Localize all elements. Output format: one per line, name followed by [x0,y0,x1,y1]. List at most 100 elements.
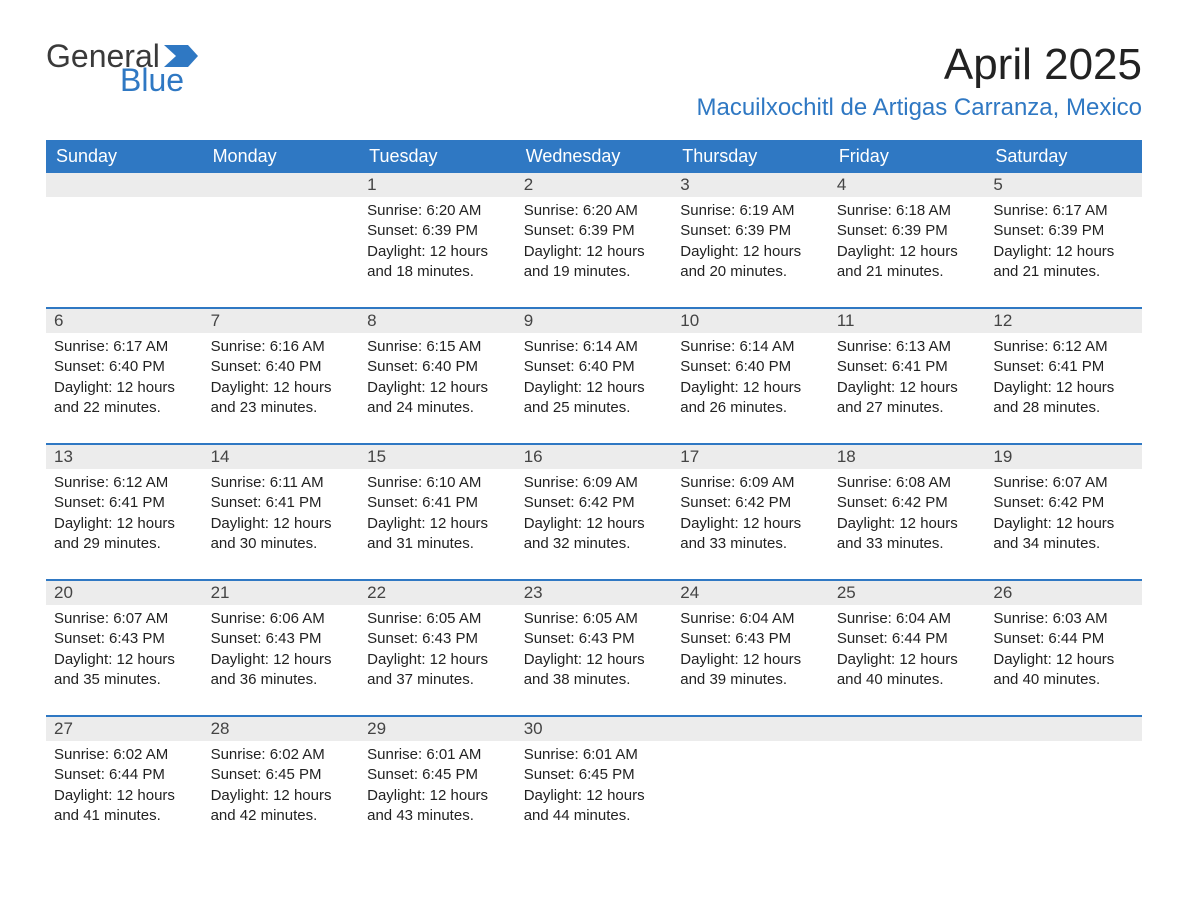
daylight-line: Daylight: 12 hours and 33 minutes. [680,514,821,555]
calendar-day-cell: 11Sunrise: 6:13 AMSunset: 6:41 PMDayligh… [829,308,986,444]
calendar-day-cell: 3Sunrise: 6:19 AMSunset: 6:39 PMDaylight… [672,173,829,308]
sunrise-line: Sunrise: 6:05 AM [367,609,508,629]
daylight-line: Daylight: 12 hours and 18 minutes. [367,242,508,283]
calendar-day-cell: 13Sunrise: 6:12 AMSunset: 6:41 PMDayligh… [46,444,203,580]
day-number: 20 [46,581,203,605]
sunset-line: Sunset: 6:41 PM [54,493,195,513]
day-details: Sunrise: 6:05 AMSunset: 6:43 PMDaylight:… [516,605,673,715]
day-number: 30 [516,717,673,741]
calendar-day-cell: 26Sunrise: 6:03 AMSunset: 6:44 PMDayligh… [985,580,1142,716]
daylight-line: Daylight: 12 hours and 20 minutes. [680,242,821,283]
day-details: Sunrise: 6:15 AMSunset: 6:40 PMDaylight:… [359,333,516,443]
calendar-day-cell: 12Sunrise: 6:12 AMSunset: 6:41 PMDayligh… [985,308,1142,444]
day-details [203,197,360,307]
day-details: Sunrise: 6:20 AMSunset: 6:39 PMDaylight:… [359,197,516,307]
sunrise-line: Sunrise: 6:07 AM [993,473,1134,493]
calendar-empty-cell [672,716,829,851]
day-details: Sunrise: 6:13 AMSunset: 6:41 PMDaylight:… [829,333,986,443]
sunrise-line: Sunrise: 6:08 AM [837,473,978,493]
sunset-line: Sunset: 6:39 PM [524,221,665,241]
day-number: 10 [672,309,829,333]
day-details: Sunrise: 6:20 AMSunset: 6:39 PMDaylight:… [516,197,673,307]
sunrise-line: Sunrise: 6:12 AM [993,337,1134,357]
calendar-week-row: 6 Sunrise: 6:17 AM Sunset: 6:40 PM Daylight… [46,308,1142,444]
day-details: Sunrise: 6:09 AMSunset: 6:42 PMDaylight:… [672,469,829,579]
daylight-line: Daylight: 12 hours and 41 minutes. [54,786,195,827]
calendar-week-row: 27Sunrise: 6:02 AMSunset: 6:44 PMDayligh… [46,716,1142,851]
calendar-day-cell: 17Sunrise: 6:09 AMSunset: 6:42 PMDayligh… [672,444,829,580]
day-number: 2 [516,173,673,197]
sunrise-line: Sunrise: 6:09 AM [680,473,821,493]
sunrise-line: Sunrise: 6:04 AM [680,609,821,629]
day-details: Sunrise: 6:14 AMSunset: 6:40 PMDaylight:… [516,333,673,443]
day-details: Sunrise: 6:03 AMSunset: 6:44 PMDaylight:… [985,605,1142,715]
sunrise-line: Sunrise: 6:17 AM [54,337,195,357]
sunrise-line: Sunrise: 6:07 AM [54,609,195,629]
day-details: Sunrise: 6:11 AMSunset: 6:41 PMDaylight:… [203,469,360,579]
day-details: Sunrise: 6:04 AMSunset: 6:43 PMDaylight:… [672,605,829,715]
logo: General Blue [46,40,198,96]
sunrise-line: Sunrise: 6:17 AM [993,201,1134,221]
weekday-header: Sunday [46,140,203,173]
calendar-empty-cell [46,173,203,308]
day-number: 6 [46,309,203,333]
calendar-empty-cell [203,173,360,308]
sunset-line: Sunset: 6:41 PM [367,493,508,513]
daylight-line: Daylight: 12 hours and 30 minutes. [211,514,352,555]
day-number: 16 [516,445,673,469]
sunrise-line: Sunrise: 6:19 AM [680,201,821,221]
day-details [829,741,986,851]
sunset-line: Sunset: 6:42 PM [993,493,1134,513]
sunrise-line: Sunrise: 6:18 AM [837,201,978,221]
calendar-day-cell: 14Sunrise: 6:11 AMSunset: 6:41 PMDayligh… [203,444,360,580]
sunset-line: Sunset: 6:43 PM [211,629,352,649]
sunrise-line: Sunrise: 6:01 AM [524,745,665,765]
daylight-line: Daylight: 12 hours and 21 minutes. [837,242,978,283]
day-details: Sunrise: 6:10 AMSunset: 6:41 PMDaylight:… [359,469,516,579]
day-number: 27 [46,717,203,741]
day-number: 8 [359,309,516,333]
sunset-line: Sunset: 6:39 PM [680,221,821,241]
sunrise-line: Sunrise: 6:06 AM [211,609,352,629]
day-number: 19 [985,445,1142,469]
daylight-line: Daylight: 12 hours and 23 minutes. [211,378,352,419]
sunset-line: Sunset: 6:40 PM [367,357,508,377]
daylight-line: Daylight: 12 hours and 39 minutes. [680,650,821,691]
daylight-line: Daylight: 12 hours and 22 minutes. [54,378,195,419]
day-number: 18 [829,445,986,469]
sunset-line: Sunset: 6:44 PM [993,629,1134,649]
weekday-header: Monday [203,140,360,173]
day-details [46,197,203,307]
day-number: 25 [829,581,986,605]
sunset-line: Sunset: 6:42 PM [680,493,821,513]
calendar-day-cell: 19Sunrise: 6:07 AMSunset: 6:42 PMDayligh… [985,444,1142,580]
day-number: 1 [359,173,516,197]
day-details: Sunrise: 6:12 AMSunset: 6:41 PMDaylight:… [46,469,203,579]
day-details: Sunrise: 6:02 AMSunset: 6:45 PMDaylight:… [203,741,360,851]
day-number: 7 [203,309,360,333]
day-number: 15 [359,445,516,469]
daylight-line: Daylight: 12 hours and 28 minutes. [993,378,1134,419]
sunrise-line: Sunrise: 6:02 AM [54,745,195,765]
calendar-empty-cell [829,716,986,851]
day-number: 11 [829,309,986,333]
day-details: Sunrise: 6:02 AMSunset: 6:44 PMDaylight:… [46,741,203,851]
sunset-line: Sunset: 6:43 PM [524,629,665,649]
daylight-line: Daylight: 12 hours and 40 minutes. [837,650,978,691]
calendar-day-cell: 8Sunrise: 6:15 AMSunset: 6:40 PMDaylight… [359,308,516,444]
daylight-line: Daylight: 12 hours and 40 minutes. [993,650,1134,691]
weekday-header: Saturday [985,140,1142,173]
daylight-line: Daylight: 12 hours and 43 minutes. [367,786,508,827]
sunrise-line: Sunrise: 6:10 AM [367,473,508,493]
calendar-day-cell: 4Sunrise: 6:18 AMSunset: 6:39 PMDaylight… [829,173,986,308]
day-number: 29 [359,717,516,741]
calendar-day-cell: 6Sunrise: 6:17 AMSunset: 6:40 PMDaylight… [46,308,203,444]
daylight-line: Daylight: 12 hours and 34 minutes. [993,514,1134,555]
calendar-day-cell: 29Sunrise: 6:01 AMSunset: 6:45 PMDayligh… [359,716,516,851]
day-details: Sunrise: 6:07 AMSunset: 6:42 PMDaylight:… [985,469,1142,579]
calendar-week-row: 20Sunrise: 6:07 AMSunset: 6:43 PMDayligh… [46,580,1142,716]
sunset-line: Sunset: 6:43 PM [54,629,195,649]
sunset-line: Sunset: 6:39 PM [837,221,978,241]
daylight-line: Daylight: 12 hours and 19 minutes. [524,242,665,283]
daylight-line: Daylight: 12 hours and 33 minutes. [837,514,978,555]
